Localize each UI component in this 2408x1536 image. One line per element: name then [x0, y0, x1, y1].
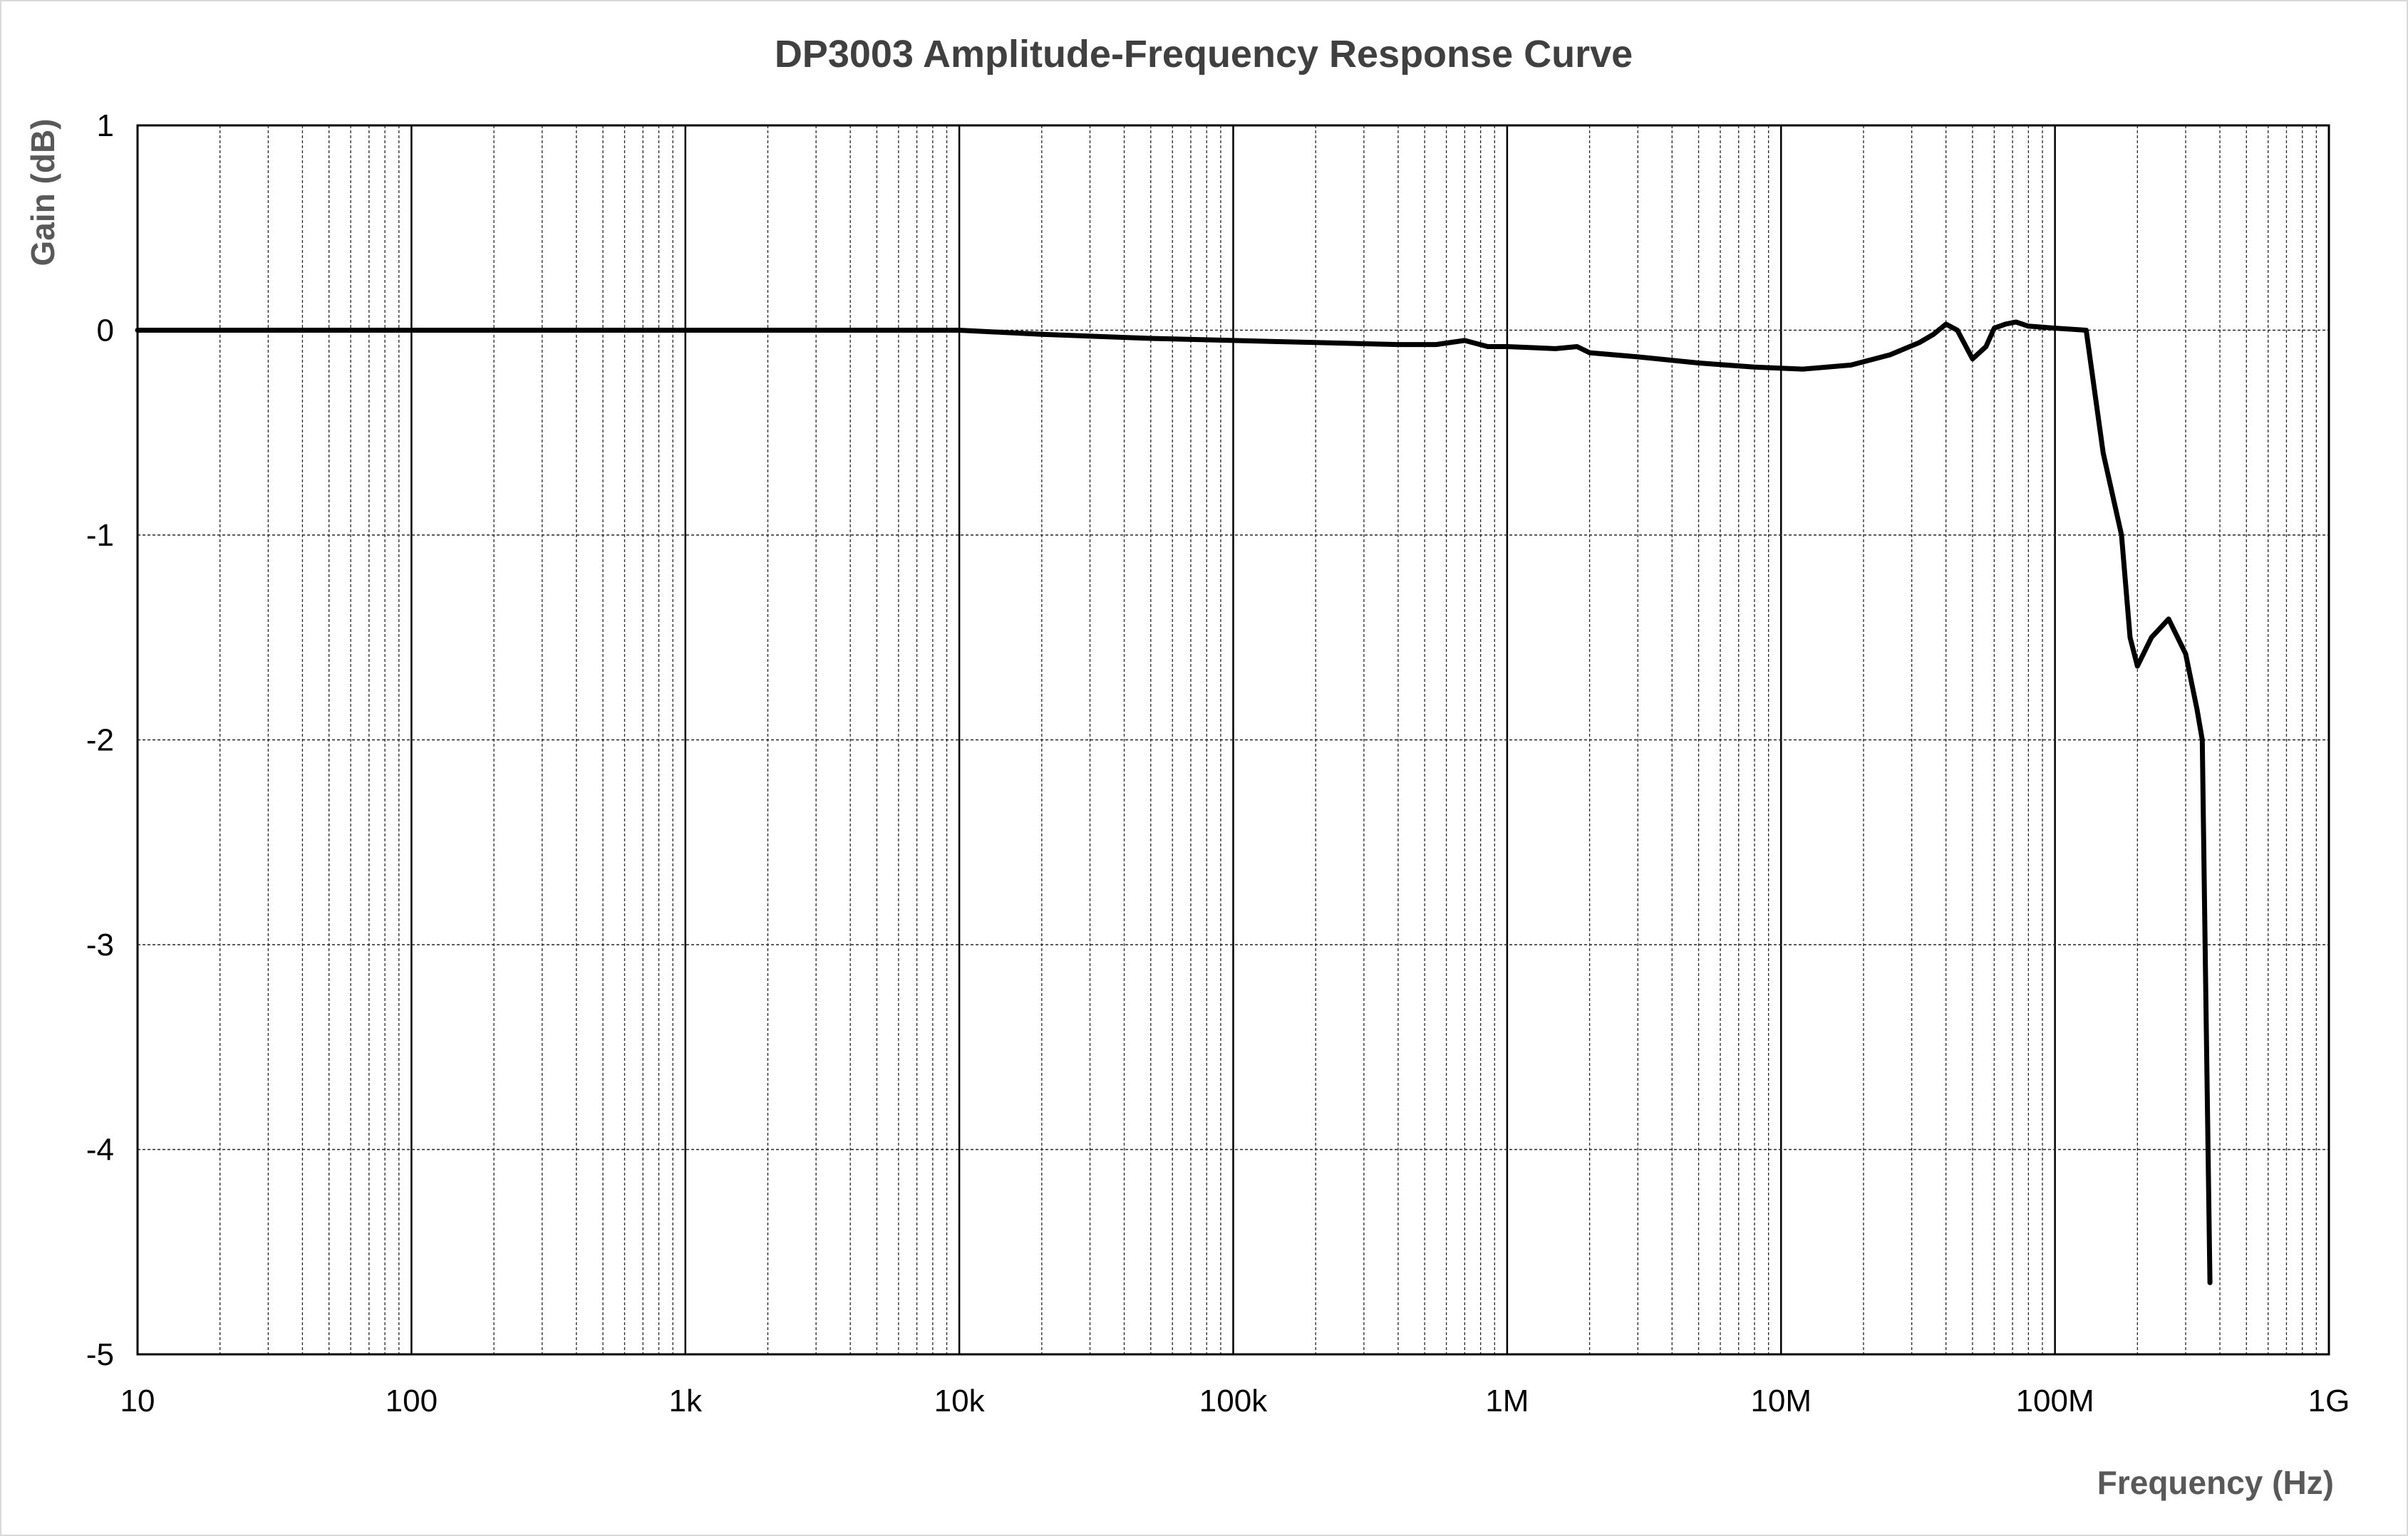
y-tick-label: -1 [86, 518, 114, 553]
x-tick-label: 1k [669, 1384, 703, 1418]
x-tick-label: 100 [386, 1384, 438, 1418]
x-tick-label: 100M [2016, 1384, 2094, 1418]
x-tick-label: 1G [2308, 1384, 2350, 1418]
series-layer [135, 319, 2213, 1285]
y-tick-label: 0 [97, 313, 114, 348]
y-axis-title: Gain (dB) [24, 119, 61, 266]
x-axis-ticks: 10 100 1k 10k 100k 1M 10M 100M 1G [120, 1384, 2350, 1418]
x-tick-label: 10M [1750, 1384, 1812, 1418]
gain-series-line [135, 319, 2213, 1285]
y-axis-ticks: 1 0 -1 -2 -3 -4 -5 [86, 108, 114, 1372]
y-tick-label: -4 [86, 1133, 114, 1168]
x-tick-label: 100k [1199, 1384, 1268, 1418]
plot-area-border [136, 124, 2330, 1356]
x-tick-label: 1M [1485, 1384, 1529, 1418]
x-tick-label: 10 [120, 1384, 155, 1418]
y-tick-label: -2 [86, 723, 114, 758]
x-axis-title: Frequency (Hz) [2097, 1464, 2334, 1501]
y-tick-label: 1 [97, 108, 114, 143]
y-tick-label: -5 [86, 1337, 114, 1372]
chart-title: DP3003 Amplitude-Frequency Response Curv… [775, 33, 1633, 76]
x-tick-label: 10k [934, 1384, 986, 1418]
y-tick-label: -3 [86, 928, 114, 962]
